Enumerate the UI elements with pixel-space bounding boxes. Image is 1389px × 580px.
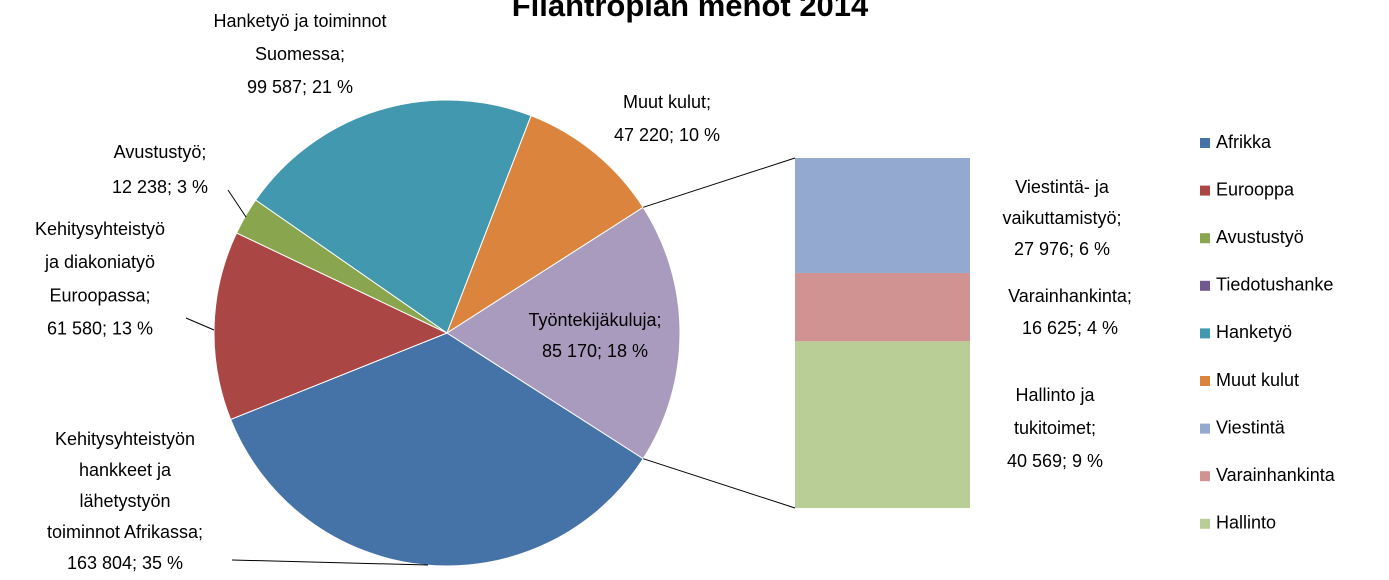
bar-segment bbox=[795, 341, 970, 508]
legend-label: Avustustyö bbox=[1216, 227, 1304, 247]
data-label: 163 804; 35 % bbox=[67, 553, 183, 573]
data-label: Kehitysyhteistyön bbox=[55, 429, 195, 449]
legend-swatch bbox=[1200, 376, 1210, 386]
data-label: 40 569; 9 % bbox=[1007, 451, 1103, 471]
leader-line bbox=[231, 559, 429, 566]
legend-label: Varainhankinta bbox=[1216, 465, 1336, 485]
data-label: 16 625; 4 % bbox=[1022, 318, 1118, 338]
data-label: hankkeet ja bbox=[79, 460, 172, 480]
pie-slice bbox=[213, 232, 449, 421]
data-label: Työntekijäkuluja; bbox=[528, 310, 661, 330]
legend-swatch bbox=[1200, 138, 1210, 148]
pie-slice bbox=[445, 115, 644, 335]
data-label: Varainhankinta; bbox=[1008, 286, 1132, 306]
legend-label: Viestintä bbox=[1216, 417, 1286, 437]
data-label: Viestintä- ja bbox=[1015, 177, 1110, 197]
data-label: ja diakoniatyö bbox=[44, 252, 155, 272]
legend-swatch bbox=[1200, 280, 1210, 291]
legend-label: Muut kulut bbox=[1216, 370, 1299, 390]
legend-swatch bbox=[1200, 423, 1210, 434]
data-label: 47 220; 10 % bbox=[614, 125, 720, 145]
legend-swatch bbox=[1200, 471, 1210, 482]
connector-line bbox=[643, 458, 796, 509]
legend-label: Hallinto bbox=[1216, 513, 1276, 533]
pie-slice bbox=[254, 99, 532, 334]
legend-swatch bbox=[1200, 328, 1210, 339]
bar-segment bbox=[795, 158, 970, 273]
pie-slice bbox=[446, 206, 681, 460]
legend-swatch bbox=[1200, 185, 1210, 196]
data-label: toiminnot Afrikassa; bbox=[47, 522, 203, 542]
data-label: vaikuttamistyö; bbox=[1002, 208, 1121, 228]
data-label: Avustustyö; bbox=[114, 142, 207, 162]
legend-label: Tiedotushanke bbox=[1216, 275, 1333, 295]
legend-label: Eurooppa bbox=[1216, 179, 1295, 199]
chart-title: Filantropian menot 2014 bbox=[512, 0, 869, 23]
data-label: Muut kulut; bbox=[623, 92, 711, 112]
leader-line bbox=[185, 317, 215, 331]
connector-line bbox=[643, 157, 796, 208]
data-label: 61 580; 13 % bbox=[47, 319, 153, 339]
data-label: Hanketyö ja toiminnot bbox=[213, 11, 386, 31]
data-label: 99 587; 21 % bbox=[247, 77, 353, 97]
data-label: Suomessa; bbox=[255, 44, 345, 64]
legend-swatch bbox=[1200, 518, 1210, 529]
leader-line bbox=[227, 189, 247, 218]
data-label: Hallinto ja bbox=[1015, 385, 1095, 405]
data-label: lähetystyön bbox=[79, 491, 170, 511]
legend-label: Hanketyö bbox=[1216, 322, 1292, 342]
data-label: Euroopassa; bbox=[49, 285, 150, 305]
legend-swatch bbox=[1200, 233, 1210, 244]
legend-label: Afrikka bbox=[1216, 132, 1272, 152]
data-label: Kehitysyhteistyö bbox=[35, 219, 165, 239]
data-label: 12 238; 3 % bbox=[112, 177, 208, 197]
data-label: 85 170; 18 % bbox=[542, 341, 648, 361]
data-label: 27 976; 6 % bbox=[1014, 239, 1110, 259]
bar-segment bbox=[795, 272, 970, 342]
data-label: tukitoimet; bbox=[1014, 418, 1096, 438]
